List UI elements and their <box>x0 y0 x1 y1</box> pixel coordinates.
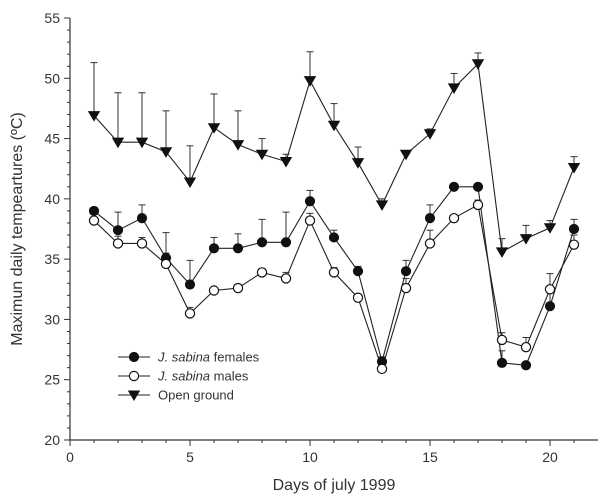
x-tick-label: 10 <box>302 449 318 465</box>
y-tick-label: 40 <box>44 191 60 207</box>
open-ground-point <box>543 223 557 234</box>
open-ground-point <box>207 123 221 134</box>
females-point <box>400 266 412 277</box>
legend-label-species: J. sabina <box>157 350 210 365</box>
legend-label-species: J. sabina <box>157 369 210 384</box>
open-ground-point <box>519 234 533 245</box>
axes <box>69 18 598 441</box>
y-tick-label: 50 <box>44 70 60 86</box>
open-ground-point <box>567 162 581 174</box>
legend-entry-males: J. sabina males <box>118 369 249 384</box>
legend-marker <box>128 370 140 382</box>
ticks: 0 5 10 15 20 20 25 30 35 40 45 50 55 <box>44 10 575 465</box>
males-point <box>496 334 508 346</box>
males-point <box>208 285 220 296</box>
females-point <box>448 181 460 192</box>
males-point <box>520 341 532 353</box>
females-point <box>328 232 340 243</box>
y-tick-label: 30 <box>44 311 60 327</box>
males-point <box>376 363 388 375</box>
males-point <box>448 212 460 224</box>
females-point <box>256 237 268 248</box>
open-ground-point <box>399 149 413 161</box>
males-point <box>544 284 556 295</box>
x-tick-label: 5 <box>186 449 194 465</box>
males-point <box>304 215 316 226</box>
males-point <box>88 215 100 226</box>
legend-label: J. sabina males <box>157 369 249 384</box>
x-tick-label: 0 <box>66 449 74 465</box>
open-ground-point <box>327 120 341 132</box>
legend-marker <box>128 351 140 363</box>
females-point <box>544 301 556 312</box>
open-ground-point <box>351 158 365 169</box>
y-tick-label: 55 <box>44 10 60 26</box>
y-tick-label: 35 <box>44 251 60 267</box>
males-point <box>280 273 292 284</box>
y-tick-label: 20 <box>44 432 60 448</box>
open-ground-line <box>93 62 575 253</box>
open-ground-point <box>303 76 317 87</box>
open-ground-point <box>255 149 269 161</box>
females-point <box>112 225 124 236</box>
x-tick-label: 20 <box>542 449 558 465</box>
series-markers <box>87 59 581 375</box>
males-point <box>160 258 172 270</box>
legend-label: J. sabina females <box>157 350 260 365</box>
females-point <box>88 205 100 217</box>
open-ground-point <box>87 111 101 122</box>
open-ground-point <box>279 156 293 168</box>
females-point <box>520 360 532 371</box>
open-ground-point <box>423 129 437 140</box>
males-point <box>472 199 484 211</box>
y-tick-label: 45 <box>44 131 60 147</box>
open-ground-point <box>159 147 173 158</box>
females-point <box>184 279 196 290</box>
males-point <box>400 282 412 294</box>
x-tick-label: 15 <box>422 449 438 465</box>
open-ground-point <box>495 247 509 258</box>
females-point <box>232 243 244 254</box>
legend-label-group: males <box>210 369 249 384</box>
legend-label: Open ground <box>158 388 234 403</box>
open-ground-point <box>231 140 245 151</box>
y-tick-label: 25 <box>44 372 60 388</box>
error-bars <box>90 51 578 369</box>
males-point <box>424 238 436 249</box>
females-point <box>352 266 364 277</box>
open-ground-point <box>375 200 389 211</box>
open-ground-point <box>111 137 125 149</box>
males-point <box>256 267 268 278</box>
females-point <box>208 243 220 254</box>
x-axis-title: Days of july 1999 <box>273 477 396 494</box>
females-point <box>496 357 508 368</box>
legend-label-group: females <box>210 350 260 365</box>
females-point <box>568 223 580 235</box>
open-ground-point <box>447 83 461 94</box>
y-axis-title: Maximun daily tempeartures (ºC) <box>9 112 26 345</box>
males-point <box>112 238 124 249</box>
open-ground-point <box>471 59 485 70</box>
males-point <box>184 308 196 319</box>
males-point <box>328 267 340 278</box>
males-point <box>568 239 580 250</box>
females-point <box>136 213 148 224</box>
males-point <box>136 238 148 249</box>
legend-marker <box>127 390 141 402</box>
legend-entry-open-ground: Open ground <box>118 388 234 403</box>
open-ground-point <box>135 137 149 149</box>
females-point <box>424 213 436 224</box>
males-point <box>352 292 364 303</box>
females-point <box>304 196 316 207</box>
males-point <box>232 282 244 294</box>
legend-entry-females: J. sabina females <box>118 350 260 365</box>
females-point <box>472 181 484 192</box>
females-point <box>280 237 292 248</box>
open-ground-point <box>183 177 197 188</box>
